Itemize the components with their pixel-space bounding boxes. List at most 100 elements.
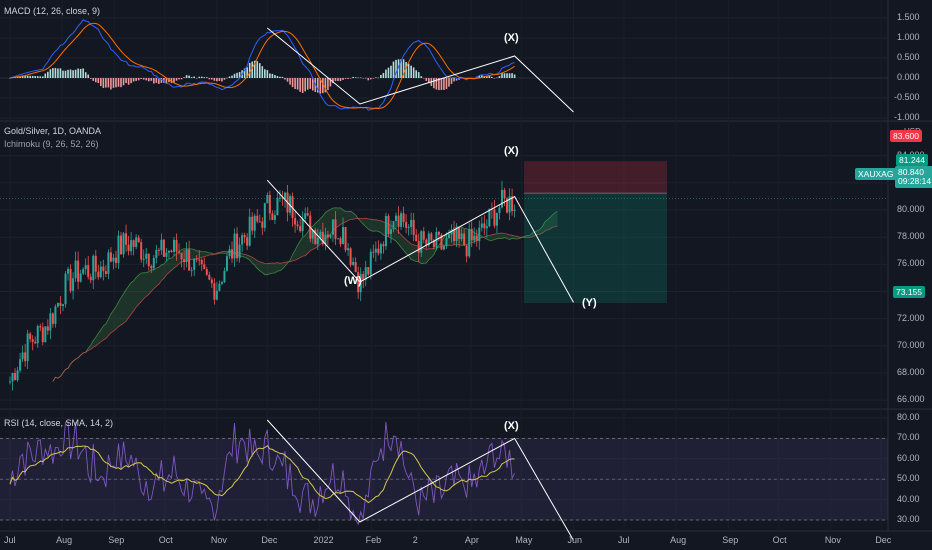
macd-hist-bar [410, 65, 412, 78]
macd-hist-bar [112, 78, 115, 88]
candle-body [127, 244, 130, 252]
candle-body [410, 219, 413, 227]
macd-hist-bar [59, 68, 62, 78]
macd-hist-bar [364, 77, 367, 79]
candle-body [281, 197, 284, 199]
candle-body [193, 258, 196, 270]
macd-hist-bar [301, 78, 304, 94]
rsi-tick-label: 30.00 [897, 514, 920, 524]
time-tick-label: Dec [875, 535, 892, 545]
macd-hist-bar [412, 67, 415, 78]
candle-body [39, 326, 42, 328]
candle-body [369, 251, 372, 275]
candle-body [236, 233, 239, 259]
candle-body [243, 235, 246, 238]
candle-body [64, 273, 67, 305]
candle-body [175, 239, 178, 252]
macd-hist-bar [165, 78, 168, 84]
candle-body [215, 290, 218, 300]
candle-body [84, 265, 87, 270]
time-tick-label: Feb [365, 535, 382, 545]
candle-body [357, 272, 360, 293]
candle-body [130, 240, 133, 252]
macd-hist-bar [140, 78, 142, 79]
macd-hist-bar [286, 78, 289, 82]
macd-tick-label: 0.000 [897, 72, 920, 82]
macd-hist-bar [400, 59, 402, 78]
macd-hist-bar [9, 78, 11, 79]
candle-body [397, 215, 400, 227]
candle-body [51, 313, 54, 324]
macd-hist-bar [117, 78, 120, 87]
macd-hist-bar [226, 77, 228, 79]
price-tick-label: 78.000 [897, 231, 925, 242]
macd-hist-bar [488, 75, 491, 78]
candle-body [268, 194, 271, 214]
candle-body [61, 304, 64, 306]
candle-body [412, 219, 415, 235]
candle-body [41, 327, 44, 343]
macd-hist-bar [200, 76, 203, 78]
candle-body [382, 244, 385, 247]
time-tick-label: 2 [412, 535, 418, 545]
candle-body [392, 221, 395, 230]
macd-hist-bar [170, 78, 173, 83]
macd-hist-bar [228, 76, 231, 78]
macd-hist-bar [390, 65, 392, 78]
candle-body [69, 268, 72, 291]
macd-tick-label: 0.500 [897, 52, 920, 62]
macd-hist-bar [223, 78, 226, 80]
macd-tick-label: -1.000 [894, 112, 920, 122]
macd-hist-bar [92, 78, 95, 81]
candle-body [506, 198, 509, 213]
macd-hist-bar [105, 78, 107, 88]
candle-body [470, 228, 473, 241]
time-tick-label: Jul [617, 535, 630, 545]
candle-body [251, 216, 254, 231]
macd-hist-bar [387, 67, 390, 78]
candle-body [198, 259, 201, 261]
time-tick-label: Aug [670, 535, 687, 545]
candle-body [253, 215, 256, 231]
candle-body [468, 228, 471, 257]
macd-hist-bar [511, 73, 513, 78]
candle-body [316, 238, 319, 245]
time-tick-label: Sep [722, 535, 739, 545]
candle-body [56, 302, 59, 307]
candle-body [455, 227, 458, 241]
candle-body [125, 233, 128, 245]
candle-body [137, 237, 140, 243]
macd-hist-bar [89, 78, 92, 79]
candle-body [453, 230, 456, 241]
macd-hist-bar [97, 78, 100, 84]
candle-body [319, 231, 322, 239]
candle-body [74, 260, 77, 279]
macd-hist-bar [84, 72, 87, 78]
candle-body [458, 227, 461, 239]
candle-body [92, 255, 95, 281]
macd-hist-bar [82, 68, 84, 78]
macd-hist-bar [347, 78, 349, 79]
macd-hist-bar [205, 77, 208, 78]
candle-body [513, 209, 516, 212]
price-title: Gold/Silver, 1D, OANDA [4, 126, 102, 136]
macd-hist-bar [87, 74, 90, 78]
macd-hist-bar [274, 75, 276, 78]
wave-label-y-price: (Y) [582, 297, 597, 309]
candle-body [155, 249, 158, 258]
macd-hist-bar [506, 73, 508, 78]
macd-hist-bar [339, 78, 342, 82]
macd-hist-bar [231, 75, 233, 78]
candle-body [167, 250, 170, 253]
wave-label-x-price: (X) [504, 145, 519, 157]
grid [0, 0, 932, 532]
macd-hist-bar [44, 73, 47, 78]
candle-body [162, 239, 165, 257]
macd-hist-bar [74, 69, 77, 78]
candle-body [152, 257, 155, 269]
macd-hist-bar [195, 78, 198, 79]
time-tick-label: Nov [210, 535, 227, 545]
time-tick-label: Jul [4, 535, 16, 545]
macd-hist-bar [493, 77, 496, 79]
